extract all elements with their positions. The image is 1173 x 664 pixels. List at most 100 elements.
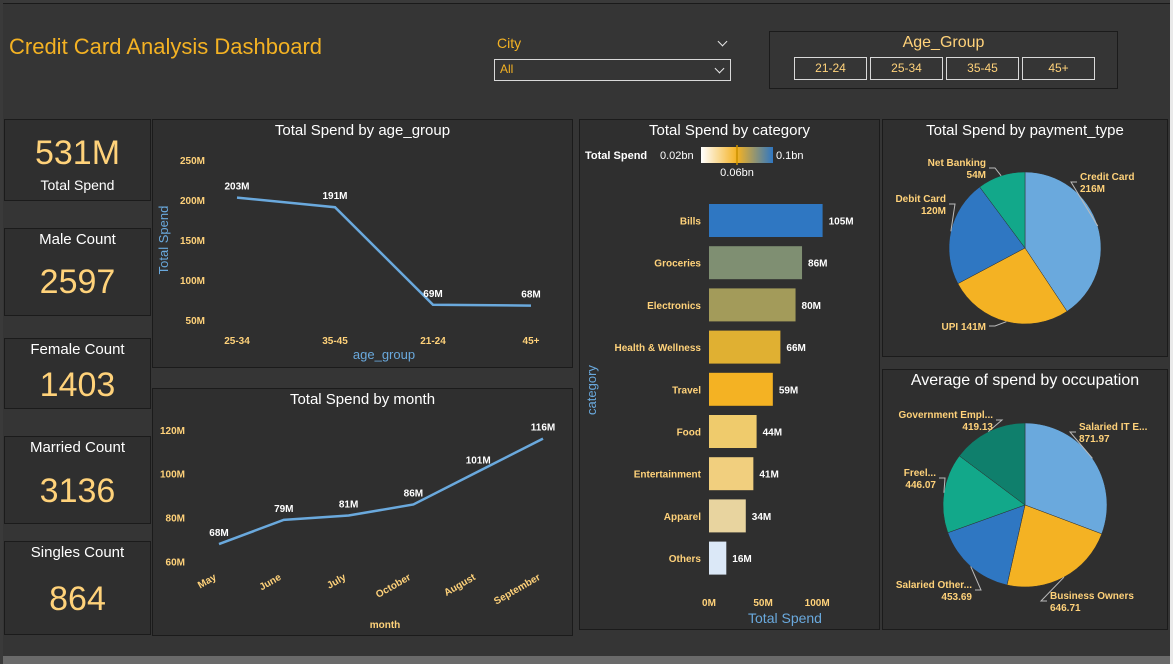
legend-title: Total Spend	[585, 150, 647, 162]
leader-line	[939, 477, 946, 493]
bar	[709, 246, 803, 280]
slice-value: 871.97	[1079, 434, 1110, 445]
pie-slice	[947, 504, 1026, 586]
data-label: 68M	[521, 290, 540, 301]
category-tick-label: Bills	[680, 217, 702, 228]
leader-line	[989, 321, 1007, 327]
data-label: 116M	[531, 423, 555, 434]
pie-slice	[942, 455, 1026, 534]
kpi-female-count-label: Female Count	[30, 341, 125, 358]
category-bar-chart: Total Spend 0.02bn 0.1bn 0.06bn Bills 105M Gro…	[584, 145, 854, 626]
x-axis-label: month	[370, 620, 401, 631]
x-tick-label: May	[196, 572, 219, 591]
pie-slice	[959, 422, 1026, 506]
category-chart-title: Total Spend by category	[649, 122, 810, 139]
category-tick-label: Others	[669, 554, 702, 565]
y-tick-label: 80M	[166, 514, 185, 525]
slice-value: 54M	[967, 170, 986, 181]
bar	[709, 372, 773, 406]
y-axis-label: Total Spend	[156, 206, 171, 275]
horizontal-scrollbar[interactable]	[3, 656, 1170, 664]
pie-slice	[948, 186, 1026, 284]
x-tick-label: 45+	[523, 336, 540, 347]
leader-line	[987, 419, 1004, 433]
age-group-chart-panel[interactable]: Total Spend by age_group 50M 100M 150M 200M…	[152, 119, 573, 368]
age-group-option-21-24[interactable]: 21-24	[794, 57, 867, 80]
bar	[709, 541, 727, 575]
data-label: 81M	[339, 499, 358, 510]
x-tick-label: 50M	[753, 598, 772, 609]
age-group-option-35-45[interactable]: 35-45	[946, 57, 1019, 80]
leader-line	[949, 203, 956, 232]
payment-chart-title: Total Spend by payment_type	[926, 122, 1124, 139]
page-title: Credit Card Analysis Dashboard	[9, 34, 323, 59]
y-tick-label: 60M	[166, 558, 185, 569]
data-label: 86M	[808, 259, 827, 270]
bar	[709, 288, 796, 322]
slice-label: Business Owners	[1050, 591, 1134, 602]
slice-value: 646.71	[1050, 603, 1081, 614]
y-tick-label: 100M	[160, 470, 185, 481]
series-line	[236, 196, 532, 307]
slice-label: UPI 141M	[942, 322, 986, 333]
bar	[709, 457, 754, 491]
occupation-chart-title: Average of spend by occupation	[910, 372, 1140, 389]
payment-chart-panel[interactable]: Total Spend by payment_type Credit Card 2…	[882, 119, 1168, 357]
slice-label: Salaried IT E...	[1079, 422, 1148, 433]
slice-label: Net Banking	[928, 158, 986, 169]
slice-label: Salaried Other...	[896, 580, 972, 591]
month-chart-panel[interactable]: Total Spend by month 60M 80M 100M 120M May Ju…	[152, 388, 573, 636]
kpi-male-count: Male Count 2597	[4, 228, 151, 316]
x-tick-label: 21-24	[420, 336, 446, 347]
category-chart-panel[interactable]: Total Spend by category Total Spend 0.02b…	[579, 119, 880, 630]
data-label: 203M	[224, 182, 249, 193]
legend-mid-label: 0.06bn	[720, 167, 754, 179]
pie-slice	[979, 171, 1026, 249]
kpi-singles-count-value: 864	[49, 580, 106, 618]
x-tick-label: June	[258, 572, 284, 593]
slice-label: Debit Card	[895, 194, 946, 205]
legend-min-label: 0.02bn	[660, 150, 694, 162]
x-tick-label: August	[442, 572, 478, 599]
city-dropdown-value: All	[500, 62, 514, 76]
kpi-female-count: Female Count 1403	[4, 338, 151, 409]
y-tick-label: 250M	[180, 156, 205, 167]
slice-label: Government Empl...	[899, 410, 994, 421]
data-label: 34M	[752, 512, 771, 523]
y-tick-label: 200M	[180, 196, 205, 207]
month-chart-title: Total Spend by month	[289, 391, 436, 408]
category-tick-label: Groceries	[654, 259, 701, 270]
x-tick-label: 25-34	[224, 336, 250, 347]
data-label: 16M	[732, 554, 751, 565]
data-label: 66M	[786, 343, 805, 354]
y-tick-label: 100M	[180, 276, 205, 287]
age-group-line-chart: 50M 100M 150M 200M 250M 25-34 35-45 21-24 45+ age…	[156, 156, 541, 362]
legend-max-label: 0.1bn	[776, 150, 804, 162]
kpi-married-count-label: Married Count	[29, 439, 126, 456]
slice-value: 446.07	[905, 480, 936, 491]
slice-value: 216M	[1080, 184, 1105, 195]
age-group-option-25-34[interactable]: 25-34	[870, 57, 943, 80]
series-line	[218, 437, 544, 546]
leader-line	[970, 566, 982, 591]
bar	[709, 499, 746, 533]
city-filter-label: City	[497, 35, 522, 51]
kpi-married-count: Married Count 3136	[4, 436, 151, 524]
leader-line	[1039, 576, 1065, 602]
data-label: 80M	[802, 301, 821, 312]
kpi-total-spend-value: 531M	[34, 134, 121, 172]
bar	[709, 204, 823, 237]
data-label: 101M	[466, 456, 491, 467]
city-dropdown[interactable]: All	[494, 59, 731, 81]
kpi-total-spend: 531M Total Spend	[4, 119, 151, 201]
y-tick-label: 50M	[186, 316, 205, 327]
data-label: 68M	[209, 528, 228, 539]
occupation-chart-panel[interactable]: Average of spend by occupation Salaried …	[882, 369, 1168, 630]
kpi-female-count-value: 1403	[39, 366, 116, 404]
category-tick-label: Entertainment	[634, 470, 702, 481]
category-tick-label: Electronics	[647, 301, 701, 312]
bar	[709, 330, 781, 364]
age-group-option-45-plus[interactable]: 45+	[1022, 57, 1095, 80]
x-tick-label: 100M	[805, 598, 830, 609]
